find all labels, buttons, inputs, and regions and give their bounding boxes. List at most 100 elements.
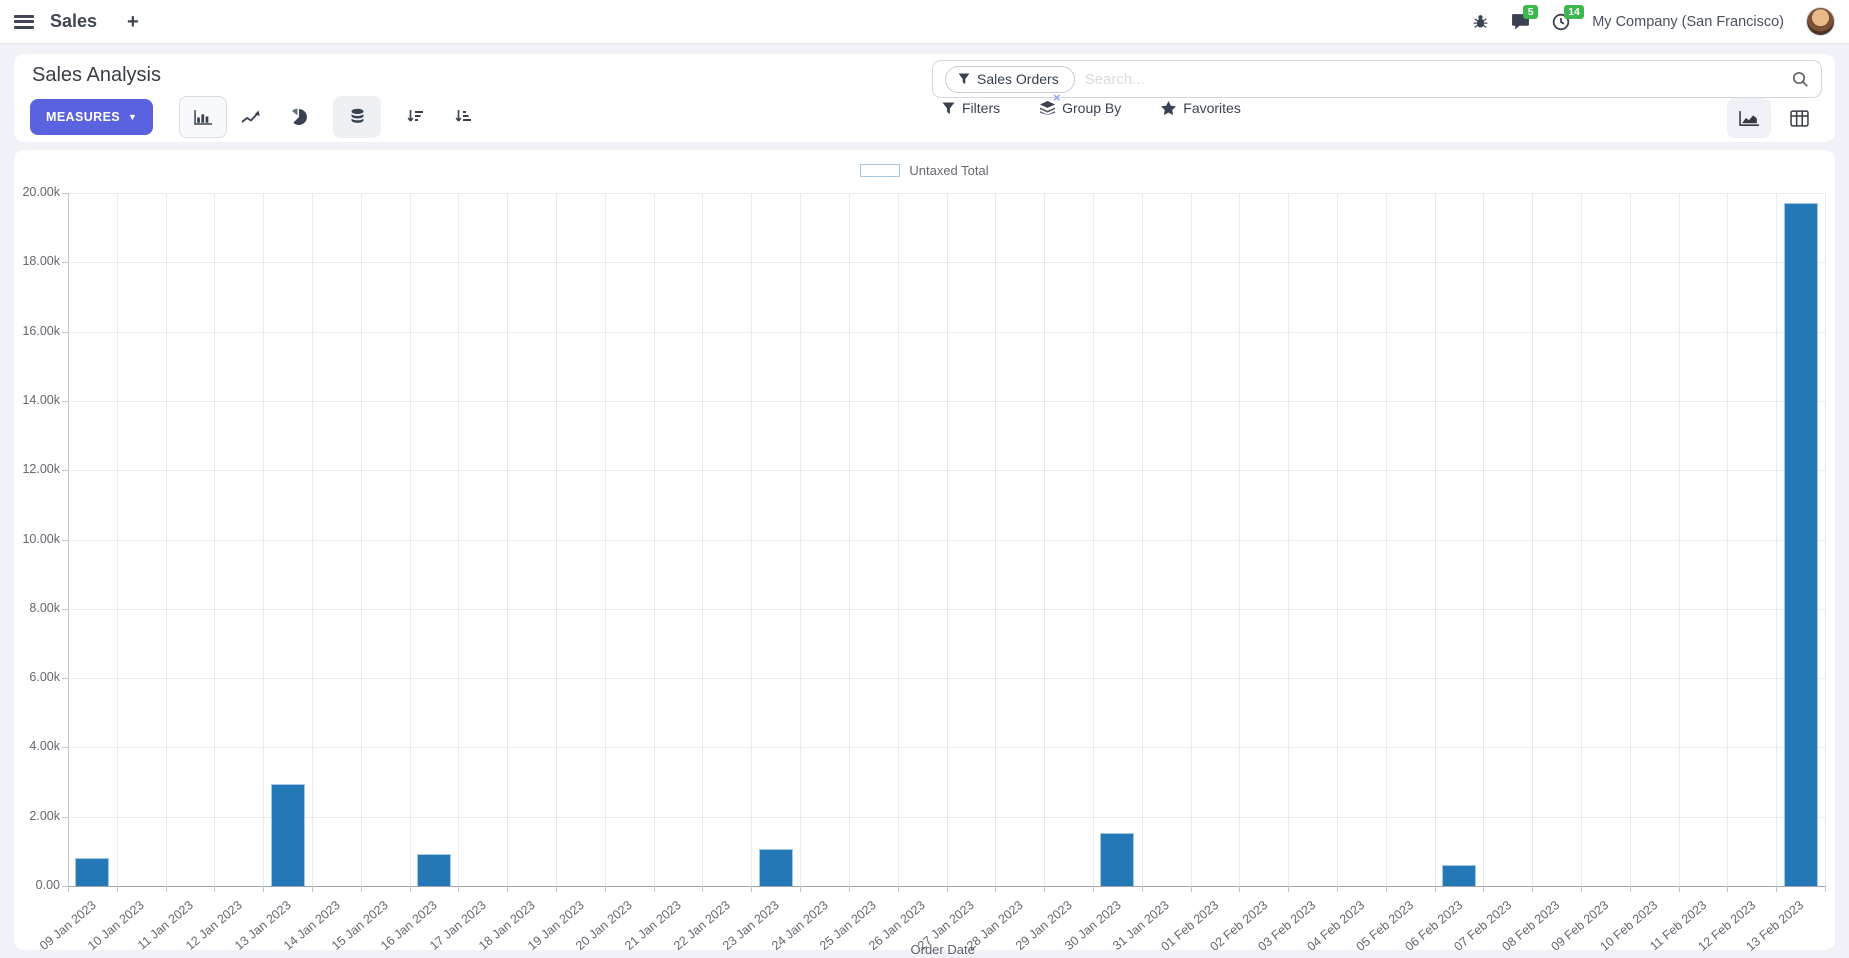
legend-item-untaxed-total[interactable]: Untaxed Total — [14, 163, 1835, 178]
pivot-view-button[interactable] — [1777, 98, 1821, 138]
search-input[interactable]: Search... — [1084, 70, 1145, 88]
x-axis-tick — [1239, 886, 1241, 892]
x-gridline — [263, 193, 265, 886]
facet-label: Sales Orders — [977, 70, 1059, 87]
x-axis-tick — [604, 886, 606, 892]
company-switcher[interactable]: My Company (San Francisco) — [1592, 13, 1784, 30]
bar-23-jan-2023[interactable] — [758, 849, 793, 886]
graph-view-button[interactable] — [1727, 98, 1771, 138]
y-axis-tick — [62, 886, 68, 887]
x-gridline — [1385, 193, 1387, 886]
x-axis-tick — [556, 886, 558, 892]
x-axis-tick — [1190, 886, 1192, 892]
top-navbar: Sales + 5 14 My Company (San Francisco) — [0, 0, 1849, 44]
x-gridline — [409, 193, 411, 886]
sort-descending-button[interactable] — [391, 96, 439, 138]
legend-label: Untaxed Total — [909, 163, 989, 178]
x-axis-tick — [1678, 886, 1680, 892]
stacked-toggle-button[interactable] — [333, 96, 382, 138]
bar-13-feb-2023[interactable] — [1783, 203, 1818, 886]
y-axis-label: 10.00k — [22, 531, 60, 546]
x-axis-tick — [116, 886, 118, 892]
y-axis-tick — [62, 539, 68, 541]
control-panel: Sales Analysis MEASURES ▼ — [14, 54, 1835, 142]
pie-chart-view-button[interactable] — [275, 96, 323, 138]
x-axis-tick — [1532, 886, 1534, 892]
x-gridline — [1190, 193, 1192, 886]
breadcrumb-title: Sales Analysis — [32, 64, 161, 86]
x-gridline — [800, 193, 802, 886]
x-gridline — [848, 193, 850, 886]
measures-label: MEASURES — [46, 110, 121, 124]
x-axis-tick — [1288, 886, 1290, 892]
sort-ascending-button[interactable] — [439, 96, 487, 138]
x-gridline — [702, 193, 704, 886]
x-axis-tick — [1483, 886, 1485, 892]
bar-09-jan-2023[interactable] — [75, 857, 110, 886]
x-axis-tick — [1092, 886, 1094, 892]
debug-bug-icon[interactable] — [1472, 13, 1489, 30]
x-gridline — [1483, 193, 1485, 886]
x-gridline — [1336, 193, 1338, 886]
search-icon[interactable] — [1792, 71, 1809, 88]
new-record-button[interactable]: + — [127, 10, 139, 33]
pivot-table-icon — [1789, 109, 1809, 127]
x-axis-tick — [1629, 886, 1631, 892]
bar-chart-icon — [194, 109, 212, 125]
activities-menu[interactable]: 14 — [1552, 4, 1584, 31]
bar-chart-plot: 20.00k 18.00k 16.00k 14.00k 12.00k 10.00k 8.00… — [14, 150, 1835, 957]
x-gridline — [556, 193, 558, 886]
x-gridline — [1727, 193, 1729, 886]
facet-close-icon[interactable]: × — [1053, 90, 1061, 105]
x-axis-tick — [1776, 886, 1778, 892]
legend-swatch — [860, 164, 901, 177]
x-axis-tick — [897, 886, 899, 892]
x-axis-tick — [1434, 886, 1436, 892]
x-gridline — [1580, 193, 1582, 886]
line-chart-icon — [241, 110, 261, 123]
x-axis-tick — [702, 886, 704, 892]
x-axis-tick — [653, 886, 655, 892]
app-name-sales[interactable]: Sales — [50, 11, 98, 31]
y-axis-tick — [62, 678, 68, 680]
bar-30-jan-2023[interactable] — [1100, 832, 1135, 886]
filter-funnel-icon — [958, 73, 970, 84]
x-gridline — [1092, 193, 1094, 886]
x-gridline — [165, 193, 167, 886]
search-facet-sales-orders[interactable]: Sales Orders — [945, 65, 1075, 93]
y-axis-tick — [62, 747, 68, 749]
messages-menu[interactable]: 5 — [1511, 5, 1539, 30]
x-gridline — [1678, 193, 1680, 886]
y-axis-label: 16.00k — [22, 323, 60, 338]
line-chart-view-button[interactable] — [227, 96, 275, 138]
x-gridline — [1239, 193, 1241, 886]
y-axis-tick — [62, 400, 68, 402]
bar-chart-view-button[interactable] — [179, 96, 228, 138]
favorites-label: Favorites — [1183, 100, 1241, 116]
bar-13-jan-2023[interactable] — [270, 783, 305, 886]
x-axis-tick — [1385, 886, 1387, 892]
search-bar[interactable]: Sales Orders Search... × — [932, 60, 1822, 105]
x-gridline — [1532, 193, 1534, 886]
y-axis-label: 18.00k — [22, 254, 60, 269]
measures-button[interactable]: MEASURES ▼ — [30, 99, 154, 135]
x-gridline — [751, 193, 753, 886]
graph-view: Untaxed Total 20.00k 18.00k 16.00k 14.00k 12… — [14, 150, 1835, 957]
chevron-down-icon: ▼ — [128, 112, 138, 122]
y-axis-label: 0.00 — [35, 878, 60, 892]
x-gridline — [1434, 193, 1436, 886]
y-axis-label: 14.00k — [22, 392, 60, 407]
x-gridline — [1044, 193, 1046, 886]
bar-16-jan-2023[interactable] — [417, 854, 452, 886]
bar-06-feb-2023[interactable] — [1441, 865, 1476, 886]
user-avatar[interactable] — [1806, 7, 1835, 36]
favorites-menu-button[interactable]: Favorites — [1161, 100, 1241, 116]
filters-menu-button[interactable]: Filters — [942, 100, 1000, 116]
x-axis-tick — [507, 886, 509, 892]
group-by-menu-button[interactable]: Group By — [1040, 100, 1121, 116]
messages-count-badge: 5 — [1523, 5, 1539, 19]
x-axis-tick — [312, 886, 314, 892]
x-gridline — [214, 193, 216, 886]
x-axis-tick — [165, 886, 167, 892]
apps-menu-icon[interactable] — [14, 14, 34, 29]
